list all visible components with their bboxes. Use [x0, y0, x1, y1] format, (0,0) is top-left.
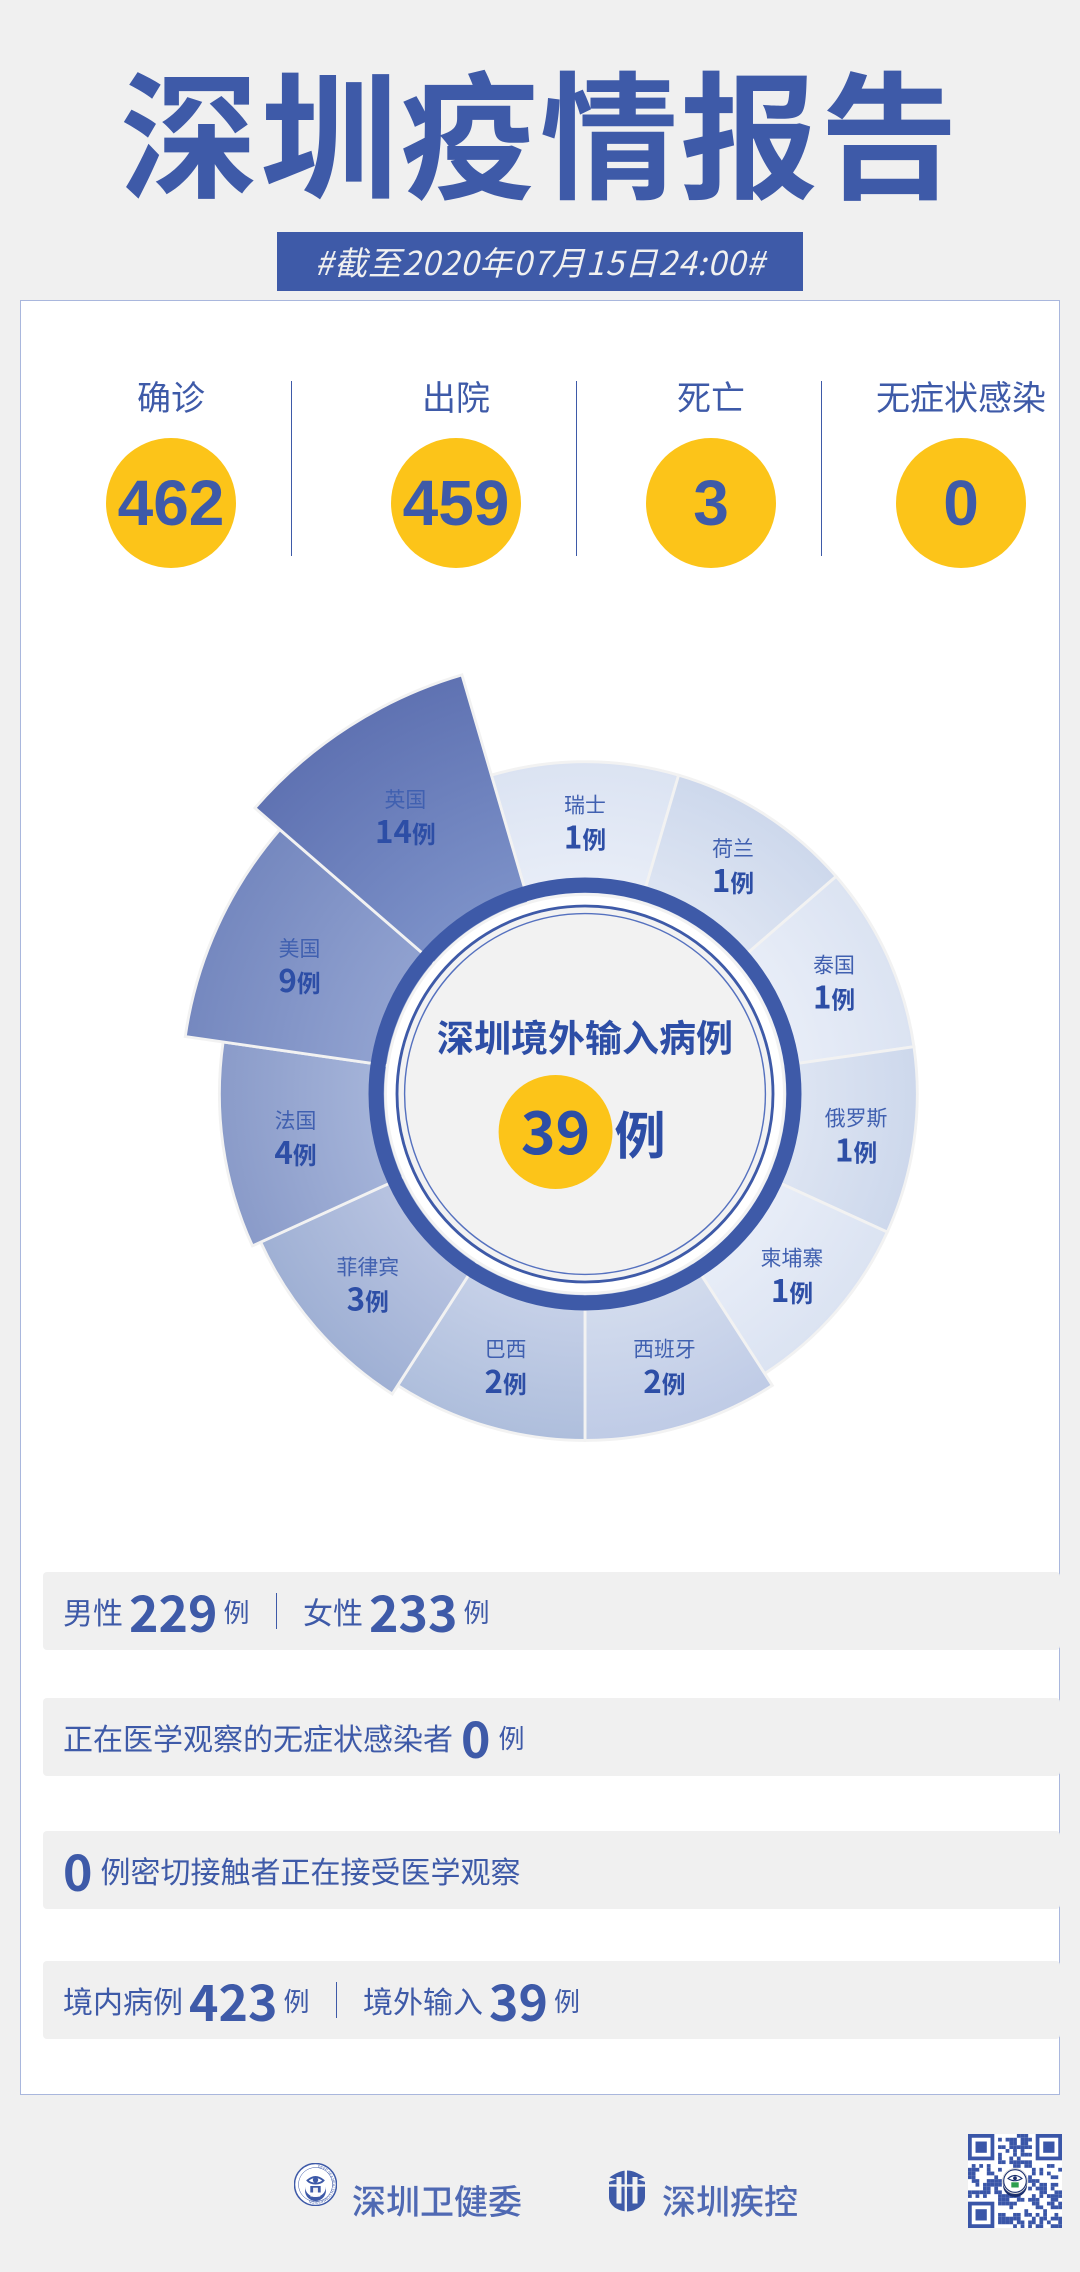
svg-text:39: 39: [521, 1086, 590, 1171]
svg-text:9例: 9例: [278, 957, 320, 1002]
svg-text:1例: 1例: [813, 974, 855, 1019]
svg-text:3例: 3例: [347, 1276, 389, 1321]
svg-text:SZHC: SZHC: [310, 2194, 321, 2198]
svg-text:1例: 1例: [564, 814, 606, 859]
svg-text:2例: 2例: [643, 1358, 685, 1403]
svg-text:14例: 14例: [375, 808, 436, 853]
svg-text:1例: 1例: [712, 857, 754, 902]
svg-text:2例: 2例: [485, 1358, 527, 1403]
svg-text:1例: 1例: [835, 1126, 877, 1171]
svg-text:4例: 4例: [274, 1129, 316, 1174]
svg-text:例: 例: [614, 1095, 665, 1169]
svg-text:深圳境外输入病例: 深圳境外输入病例: [437, 1008, 733, 1062]
svg-text:1例: 1例: [771, 1267, 813, 1312]
